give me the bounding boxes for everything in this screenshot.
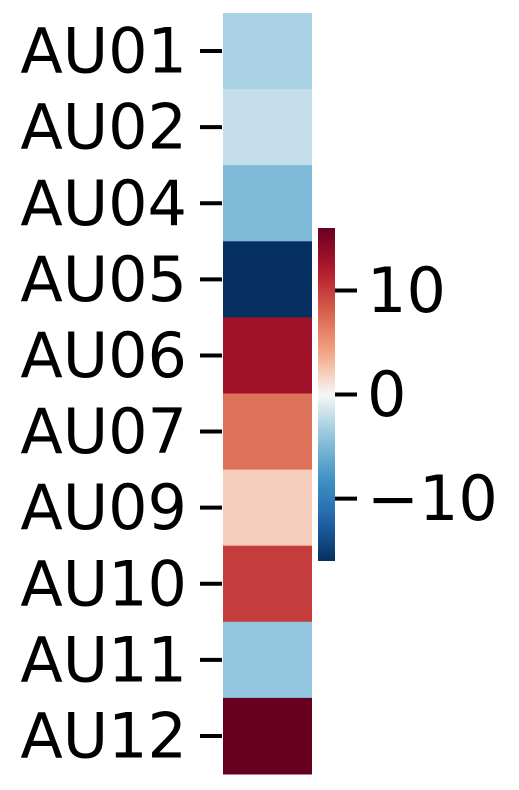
colorbar: 10 0 −10 [318,228,498,561]
colorbar-tick-label: 0 [367,358,406,431]
row-label-au11: AU11 [20,623,187,696]
row-label-au12: AU12 [20,699,187,772]
heatmap-cell-au11 [223,621,312,699]
row-label-au07: AU07 [20,395,187,468]
heatmap-cell-au05 [223,241,312,318]
heatmap-cell-au04 [223,165,312,242]
row-label-au05: AU05 [20,243,187,316]
heatmap-cells [223,13,312,775]
heatmap-cell-au09 [223,469,312,547]
heatmap-cell-au12 [223,697,312,775]
heatmap-cell-au01 [223,13,312,90]
row-label-au04: AU04 [20,167,187,240]
row-label-au06: AU06 [20,319,187,392]
heatmap-cell-au02 [223,89,312,166]
colorbar-tick-label: −10 [367,462,498,535]
row-label-au02: AU02 [20,91,187,164]
heatmap-cell-au10 [223,545,312,623]
row-label-au09: AU09 [20,471,187,544]
row-label-au01: AU01 [20,15,187,88]
heatmap-cell-au07 [223,393,312,471]
colorbar-tick-label: 10 [367,254,446,327]
colorbar-gradient [318,228,335,561]
heatmap-cell-au06 [223,317,312,394]
row-label-au10: AU10 [20,547,187,620]
